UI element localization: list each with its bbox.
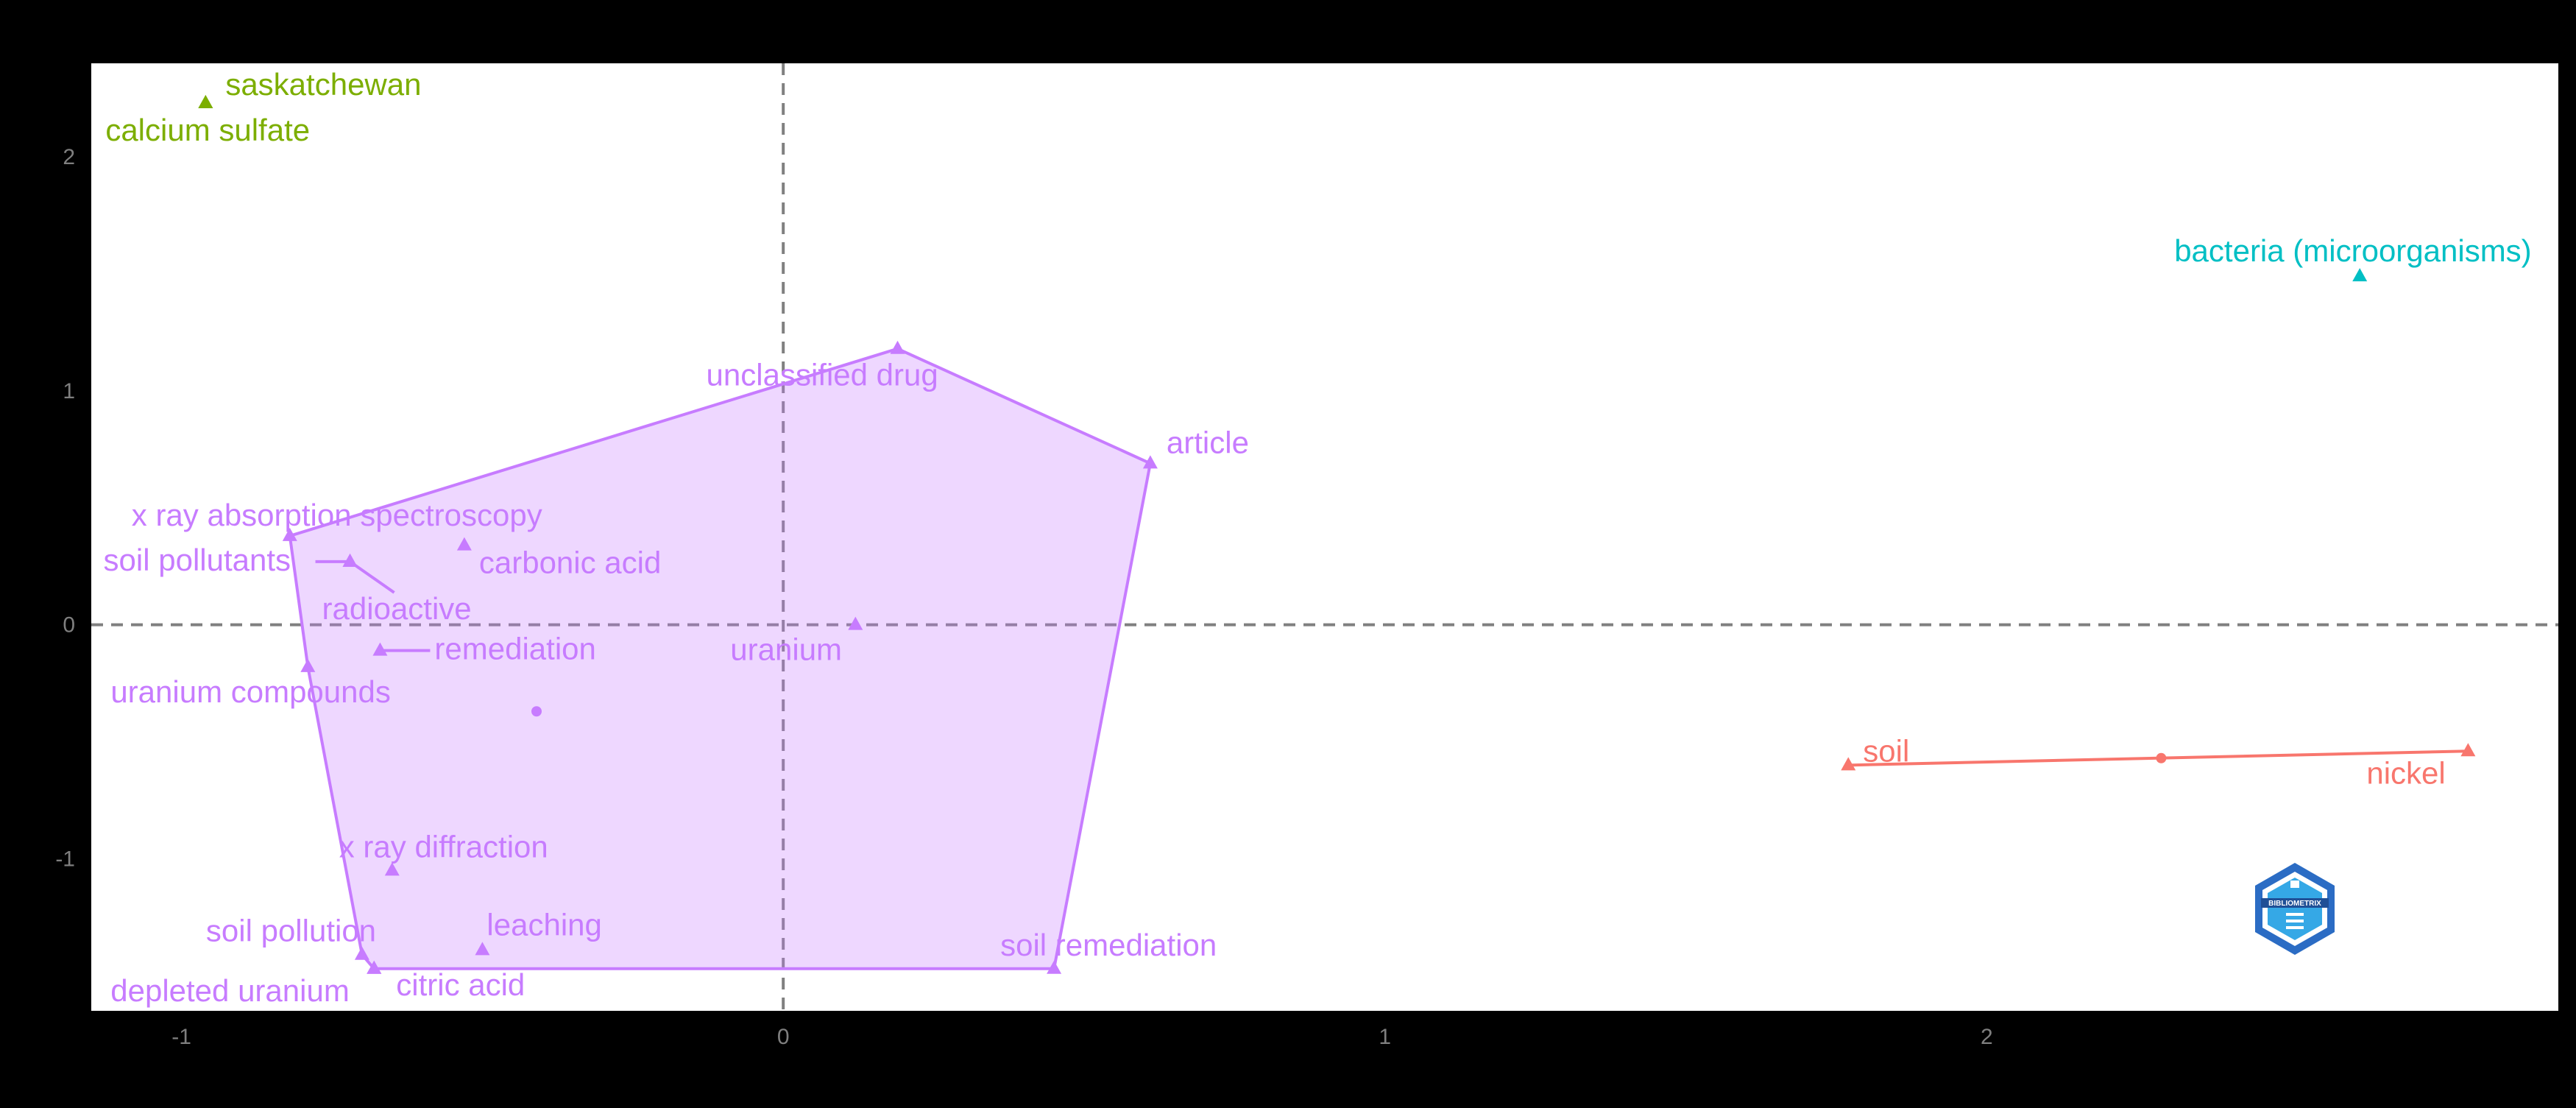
reference-lines <box>91 63 2558 1011</box>
label-soil-pollutants: soil pollutants <box>104 543 291 577</box>
point-calcium-sulfate <box>198 95 213 109</box>
plot-panel <box>91 63 2558 1011</box>
point-carbonic-acid <box>456 537 472 551</box>
label-uranium-compounds: uranium compounds <box>110 674 391 709</box>
label-leaching: leaching <box>486 907 601 942</box>
cluster-purple-hull <box>288 347 1152 970</box>
label-nickel: nickel <box>2366 755 2445 790</box>
point-leaching <box>475 942 490 956</box>
point-uranium-compounds <box>300 658 316 672</box>
point-labels: unclassified drug article x ray absorption… <box>104 67 2532 1008</box>
label-uranium: uranium <box>730 632 842 667</box>
cluster-purple-centroid <box>531 706 542 717</box>
y-tick-label: 0 <box>63 613 75 638</box>
label-citric-acid: citric acid <box>396 967 525 1002</box>
point-nickel <box>2460 743 2476 757</box>
point-depleted-uranium <box>367 960 382 974</box>
point-uranium <box>848 616 863 630</box>
x-tick-label: 1 <box>1379 1025 1391 1049</box>
label-unclassified-drug: unclassified drug <box>707 358 938 392</box>
label-saskatchewan: saskatchewan <box>225 67 421 102</box>
point-x-ray-diffraction <box>384 862 400 876</box>
label-x-ray-absorption-spectroscopy: x ray absorption spectroscopy <box>132 498 542 532</box>
data-points <box>198 95 2476 974</box>
leader-radioactive <box>349 560 395 594</box>
x-tick-label: 0 <box>777 1025 790 1049</box>
label-remediation: remediation <box>434 632 595 666</box>
y-tick-label: -1 <box>55 847 75 871</box>
label-soil-remediation: soil remediation <box>1000 928 1217 962</box>
point-article <box>1142 455 1158 469</box>
point-bacteria-microorganisms <box>2352 268 2368 282</box>
bibliometrix-logo: BIBLIOMETRIX <box>2255 863 2335 955</box>
x-tick-label: -1 <box>171 1025 191 1049</box>
label-carbonic-acid: carbonic acid <box>479 546 661 580</box>
point-soil-pollution <box>354 946 369 960</box>
cluster-hulls <box>288 347 2469 970</box>
y-tick-label: 1 <box>63 379 75 403</box>
y-tick-label: 2 <box>63 145 75 169</box>
label-bacteria-microorganisms: bacteria (microorganisms) <box>2174 233 2531 268</box>
cluster-red-centroid <box>2156 752 2167 763</box>
label-article: article <box>1167 425 1249 459</box>
label-radioactive: radioactive <box>322 591 472 626</box>
point-soil-remediation <box>1047 960 1062 974</box>
x-tick-label: 2 <box>1981 1025 1993 1049</box>
axis-tick-labels: -1 0 1 2 -1 0 1 2 <box>55 145 1992 1049</box>
point-unclassified-drug <box>890 340 905 354</box>
label-soil-pollution: soil pollution <box>206 914 376 948</box>
point-x-ray-absorption-spectroscopy <box>282 527 297 541</box>
label-x-ray-diffraction: x ray diffraction <box>339 829 548 864</box>
label-calcium-sulfate: calcium sulfate <box>105 113 310 147</box>
label-depleted-uranium: depleted uranium <box>110 973 350 1008</box>
point-soil <box>1841 757 1856 771</box>
logo-text: BIBLIOMETRIX <box>2268 900 2321 908</box>
label-soil: soil <box>1863 733 1909 768</box>
